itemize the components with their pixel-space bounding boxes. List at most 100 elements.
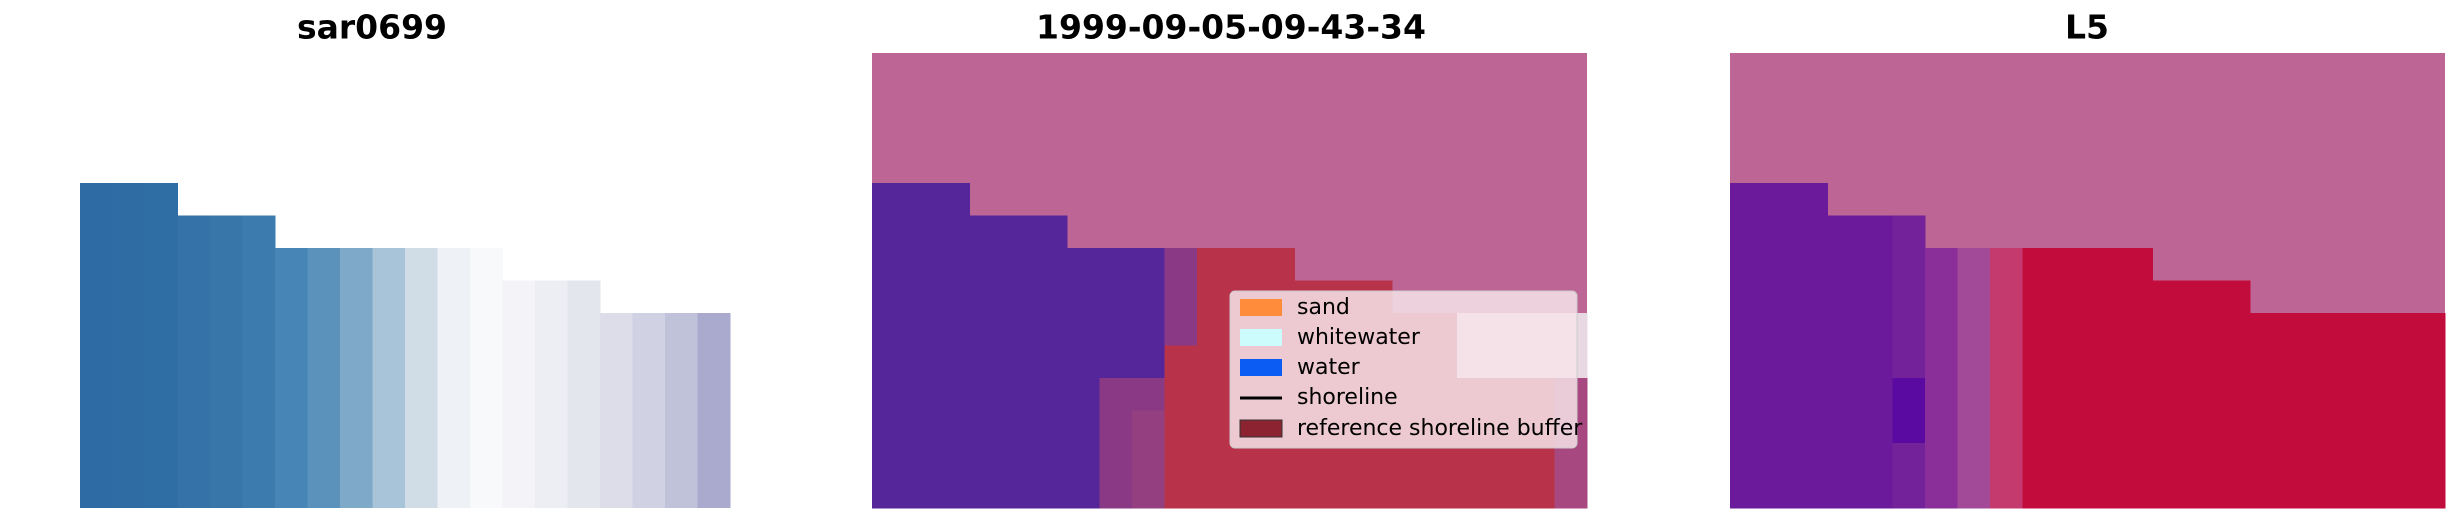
pixel xyxy=(2022,280,2056,314)
pixel xyxy=(1730,313,1763,346)
pixel xyxy=(1730,410,1763,444)
pixel xyxy=(1002,280,1035,314)
legend-label: whitewater xyxy=(1297,325,1421,350)
pixel xyxy=(2250,410,2283,444)
pixel xyxy=(1762,410,1796,444)
pixel xyxy=(1067,378,1100,411)
pixel xyxy=(1099,410,1133,444)
panel-title: L5 xyxy=(2065,8,2109,47)
pixel xyxy=(1067,475,1100,509)
legend-label: sand xyxy=(1297,295,1350,320)
panel-title: 1999-09-05-09-43-34 xyxy=(1036,8,1426,47)
legend-label: reference shoreline buffer xyxy=(1297,416,1583,441)
pixel xyxy=(872,313,905,346)
pixel-column xyxy=(112,183,146,508)
pixel xyxy=(2412,443,2446,476)
pixel xyxy=(2347,410,2381,444)
pixel xyxy=(2055,345,2088,379)
pixel xyxy=(1099,248,1133,281)
pixel xyxy=(2185,313,2218,346)
pixel xyxy=(2087,280,2121,314)
pixel xyxy=(1892,215,1926,249)
pixel xyxy=(2055,378,2088,411)
pixel xyxy=(2022,248,2056,281)
pixel xyxy=(2022,313,2056,346)
pixel-column xyxy=(242,215,276,508)
pixel xyxy=(1392,475,1425,509)
legend-box xyxy=(1229,290,1578,449)
pixel-column xyxy=(307,248,341,508)
pixel-column xyxy=(405,248,438,508)
pixel xyxy=(1762,215,1796,249)
pixel xyxy=(2250,378,2283,411)
pixel xyxy=(904,248,938,281)
pixel xyxy=(1197,410,1230,444)
pixel xyxy=(2087,345,2121,379)
pixel xyxy=(969,248,1003,281)
pixel xyxy=(872,345,905,379)
pixel xyxy=(969,475,1003,509)
pixel xyxy=(1990,475,2023,509)
pixel xyxy=(1002,248,1035,281)
pixel xyxy=(2055,443,2088,476)
legend-swatch xyxy=(1240,329,1282,346)
pixel xyxy=(872,443,905,476)
pixel xyxy=(1762,248,1796,281)
pixel xyxy=(1860,443,1893,476)
pixel xyxy=(1099,313,1133,346)
pixel xyxy=(2087,248,2121,281)
pixel xyxy=(1795,345,1828,379)
pixel xyxy=(2055,248,2088,281)
pixel xyxy=(2412,345,2446,379)
pixel xyxy=(1892,378,1926,411)
pixel xyxy=(1359,475,1393,509)
pixel xyxy=(1795,280,1828,314)
pixel xyxy=(1795,410,1828,444)
pixel xyxy=(937,410,970,444)
pixel xyxy=(1099,280,1133,314)
legend: sand whitewater water shoreline referenc… xyxy=(1229,290,1583,449)
pixel xyxy=(2087,378,2121,411)
pixel xyxy=(1925,378,1958,411)
pixel xyxy=(1197,443,1230,476)
pixel xyxy=(1860,313,1893,346)
pixel xyxy=(872,410,905,444)
pixel xyxy=(904,313,938,346)
pixel xyxy=(1957,248,1991,281)
pixel xyxy=(1827,248,1861,281)
pixel xyxy=(1132,378,1165,411)
pixel xyxy=(2152,475,2186,509)
pixel xyxy=(2185,378,2218,411)
pixel xyxy=(872,248,905,281)
pixel xyxy=(937,248,970,281)
pixel xyxy=(1002,378,1035,411)
pixel xyxy=(2217,475,2251,509)
pixel xyxy=(937,345,970,379)
pixel xyxy=(1099,475,1133,509)
pixel xyxy=(2120,443,2153,476)
pixel xyxy=(1827,410,1861,444)
pixel xyxy=(1002,475,1035,509)
pixel xyxy=(904,345,938,379)
pixel xyxy=(1990,280,2023,314)
pixel-column xyxy=(372,248,406,508)
pixel xyxy=(1795,215,1828,249)
pixel xyxy=(1957,313,1991,346)
pixel xyxy=(2217,313,2251,346)
pixel xyxy=(1925,475,1958,509)
pixel xyxy=(1860,378,1893,411)
pixel xyxy=(1002,410,1035,444)
pixel xyxy=(1827,475,1861,509)
pixel-column xyxy=(437,248,471,508)
pixel xyxy=(904,443,938,476)
pixel-column xyxy=(665,313,698,508)
pixel xyxy=(1067,345,1100,379)
pixel xyxy=(2380,443,2413,476)
pixel xyxy=(2380,378,2413,411)
pixel xyxy=(1730,443,1763,476)
pixel xyxy=(1795,378,1828,411)
pixel xyxy=(2315,410,2348,444)
pixel xyxy=(1730,345,1763,379)
pixel xyxy=(1827,378,1861,411)
pixel xyxy=(1067,313,1100,346)
